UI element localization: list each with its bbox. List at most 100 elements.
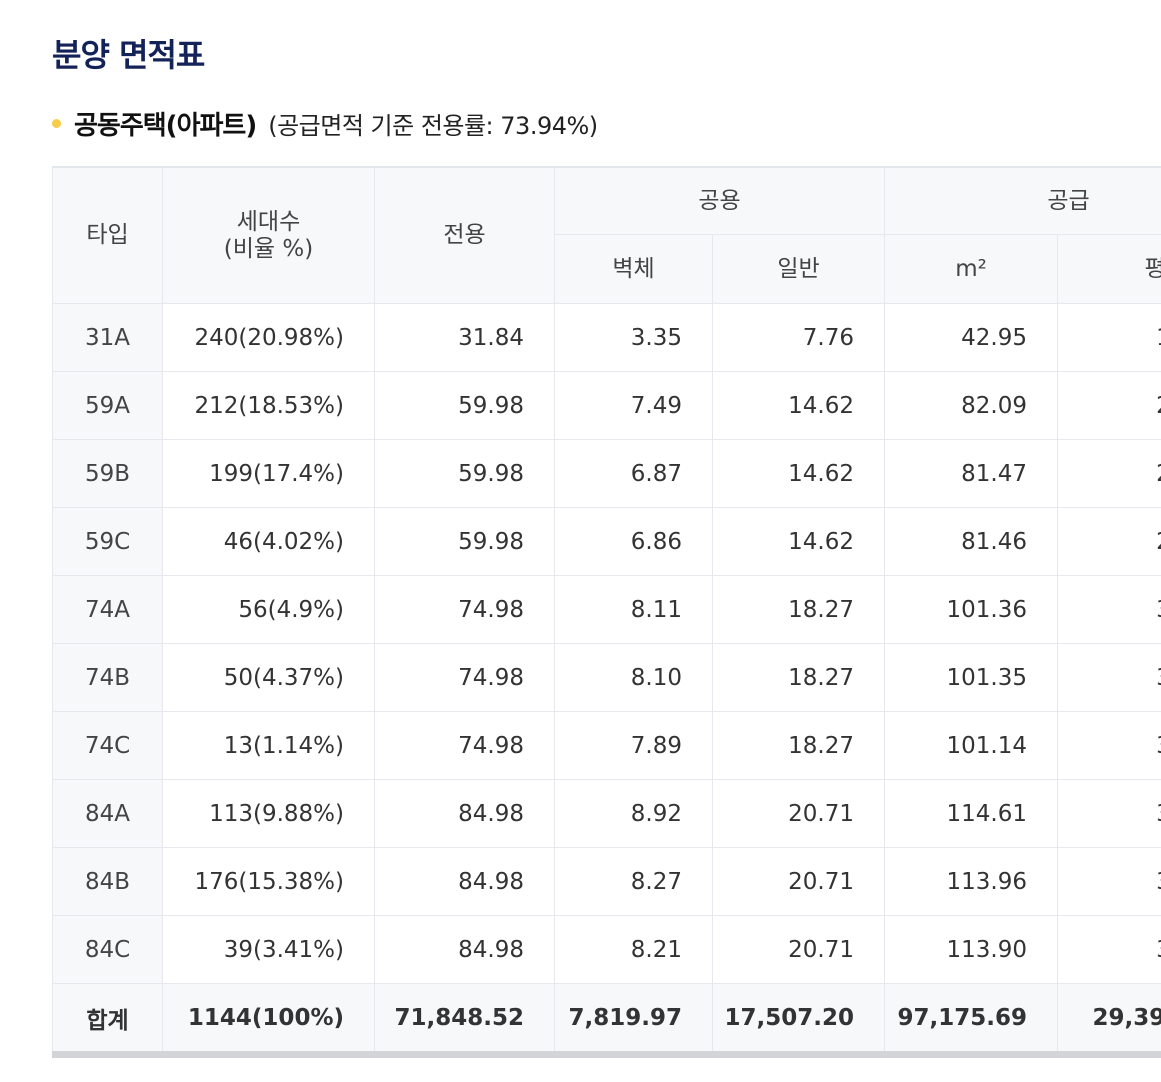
table-row: 59B 199(17.4%) 59.98 6.87 14.62 81.47 24… [52,439,1161,508]
header-common-general: 일반 [711,234,886,304]
total-wall: 7,819.97 [554,983,713,1055]
cell-exclusive: 59.98 [374,371,555,440]
section-title: 공동주택(아파트) [74,110,257,141]
cell-units: 13(1.14%) [162,711,375,780]
cell-general: 14.62 [711,439,886,508]
cell-general: 14.62 [711,507,886,576]
cell-pyeong: 24.64 [1057,439,1161,508]
section-heading: 공동주택(아파트) (공급면적 기준 전용률: 73.94%) [52,103,598,143]
cell-pyeong: 24.64 [1057,507,1161,576]
header-type: 타입 [52,166,163,304]
cell-pyeong: 34.67 [1057,779,1161,848]
cell-wall: 8.21 [554,915,713,984]
cell-m2: 101.14 [884,711,1059,780]
cell-type: 59C [52,507,163,576]
cell-m2: 113.96 [884,847,1059,916]
cell-units: 113(9.88%) [162,779,375,848]
header-supply-m2: m² [884,234,1059,304]
cell-exclusive: 84.98 [374,779,555,848]
cell-type: 84B [52,847,163,916]
cell-exclusive: 84.98 [374,915,555,984]
cell-type: 84C [52,915,163,984]
total-general: 17,507.20 [711,983,886,1055]
total-exclusive: 71,848.52 [374,983,555,1055]
cell-type: 59A [52,371,163,440]
cell-general: 20.71 [711,847,886,916]
cell-general: 14.62 [711,371,886,440]
table-row: 74A 56(4.9%) 74.98 8.11 18.27 101.36 30.… [52,575,1161,644]
cell-type: 74C [52,711,163,780]
header-common-wall: 벽체 [554,234,713,304]
table-body: 31A 240(20.98%) 31.84 3.35 7.76 42.95 12… [52,303,1161,1055]
cell-m2: 114.61 [884,779,1059,848]
cell-units: 56(4.9%) [162,575,375,644]
cell-pyeong: 30.59 [1057,711,1161,780]
header-units-line1: 세대수 [236,208,301,235]
cell-exclusive: 31.84 [374,303,555,372]
header-supply: 공급 [884,166,1161,235]
page-title: 분양 면적표 [52,36,205,74]
cell-pyeong: 34.45 [1057,915,1161,984]
cell-units: 39(3.41%) [162,915,375,984]
cell-type: 84A [52,779,163,848]
total-type: 합계 [52,983,163,1055]
header-units: 세대수 (비율 %) [162,166,375,304]
cell-pyeong: 24.83 [1057,371,1161,440]
cell-type: 74B [52,643,163,712]
table-total-row: 합계 1144(100%) 71,848.52 7,819.97 17,507.… [52,983,1161,1055]
cell-m2: 82.09 [884,371,1059,440]
table-row: 74B 50(4.37%) 74.98 8.10 18.27 101.35 30… [52,643,1161,712]
total-units: 1144(100%) [162,983,375,1055]
cell-units: 240(20.98%) [162,303,375,372]
bullet-dot-icon [52,118,61,128]
cell-wall: 7.49 [554,371,713,440]
cell-type: 74A [52,575,163,644]
cell-m2: 81.46 [884,507,1059,576]
cell-m2: 101.35 [884,643,1059,712]
cell-exclusive: 59.98 [374,439,555,508]
table-row: 59A 212(18.53%) 59.98 7.49 14.62 82.09 2… [52,371,1161,440]
cell-pyeong: 34.47 [1057,847,1161,916]
table-row: 74C 13(1.14%) 74.98 7.89 18.27 101.14 30… [52,711,1161,780]
header-units-line2: (비율 %) [223,235,314,262]
header-exclusive: 전용 [374,166,555,304]
cell-exclusive: 74.98 [374,575,555,644]
table-row: 31A 240(20.98%) 31.84 3.35 7.76 42.95 12… [52,303,1161,372]
area-table: 타입 세대수 (비율 %) 전용 공용 공급 벽체 일반 m² 평 [52,166,1161,1058]
cell-wall: 7.89 [554,711,713,780]
cell-units: 212(18.53%) [162,371,375,440]
table-row: 59C 46(4.02%) 59.98 6.86 14.62 81.46 24.… [52,507,1161,576]
cell-wall: 3.35 [554,303,713,372]
cell-wall: 8.92 [554,779,713,848]
cell-wall: 6.86 [554,507,713,576]
cell-units: 199(17.4%) [162,439,375,508]
cell-wall: 6.87 [554,439,713,508]
table-row: 84B 176(15.38%) 84.98 8.27 20.71 113.96 … [52,847,1161,916]
table-row: 84C 39(3.41%) 84.98 8.21 20.71 113.90 34… [52,915,1161,984]
cell-exclusive: 74.98 [374,643,555,712]
cell-type: 31A [52,303,163,372]
table-row: 84A 113(9.88%) 84.98 8.92 20.71 114.61 3… [52,779,1161,848]
cell-m2: 101.36 [884,575,1059,644]
cell-pyeong: 30.66 [1057,643,1161,712]
cell-units: 50(4.37%) [162,643,375,712]
cell-wall: 8.27 [554,847,713,916]
cell-m2: 113.90 [884,915,1059,984]
cell-general: 20.71 [711,779,886,848]
section-note: (공급면적 기준 전용률: 73.94%) [268,111,598,140]
cell-wall: 8.10 [554,643,713,712]
cell-general: 18.27 [711,711,886,780]
cell-units: 176(15.38%) [162,847,375,916]
header-common: 공용 [553,166,886,235]
cell-exclusive: 74.98 [374,711,555,780]
total-pyeong: 29,395.65 [1057,983,1161,1055]
cell-type: 59B [52,439,163,508]
cell-general: 18.27 [711,643,886,712]
cell-exclusive: 59.98 [374,507,555,576]
cell-general: 20.71 [711,915,886,984]
cell-pyeong: 12.99 [1057,303,1161,372]
cell-exclusive: 84.98 [374,847,555,916]
cell-pyeong: 30.66 [1057,575,1161,644]
header-supply-pyeong: 평 [1057,234,1161,304]
